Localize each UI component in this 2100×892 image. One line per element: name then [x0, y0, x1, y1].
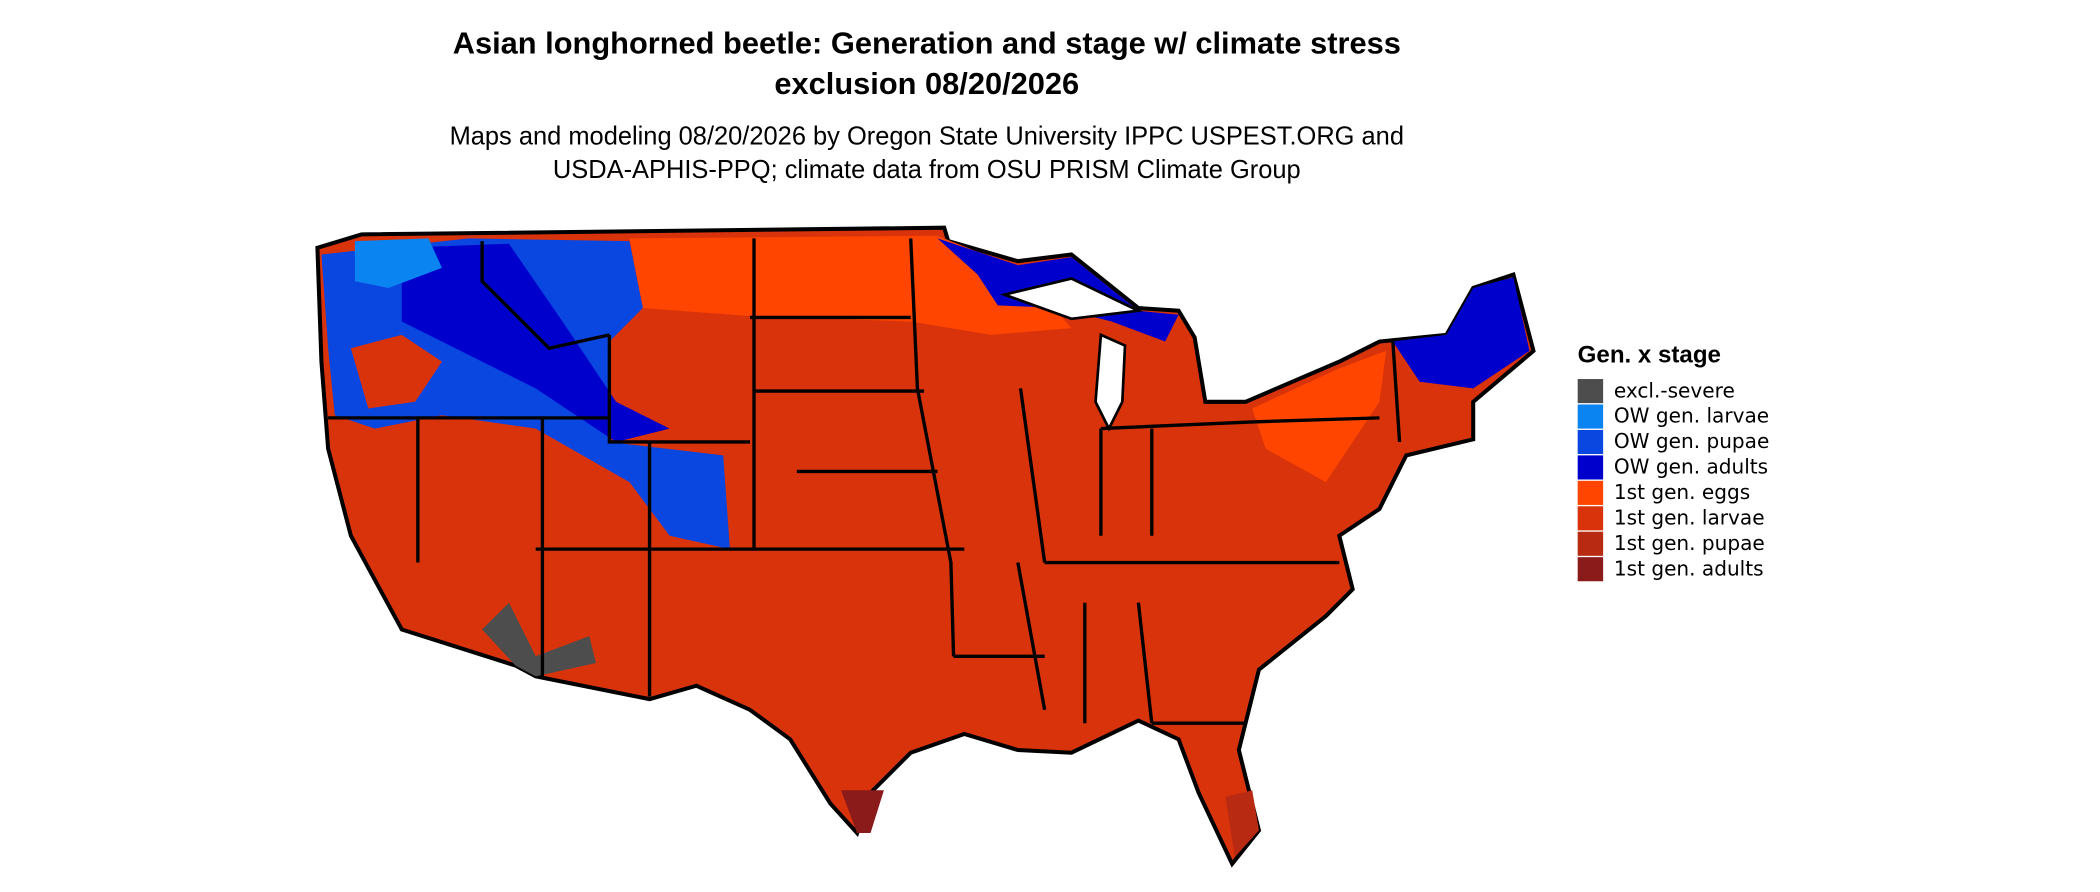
- lake: [999, 277, 1144, 321]
- legend-label: excl.-severe: [1614, 378, 1735, 402]
- legend-swatch: [1577, 429, 1604, 455]
- title-line: Asian longhorned beetle: Generation and …: [453, 26, 1401, 61]
- legend-label: 1st gen. adults: [1614, 556, 1764, 580]
- legend-swatch: [1577, 480, 1604, 505]
- legend-label: OW gen. larvae: [1614, 404, 1769, 428]
- region-eggs: [1252, 350, 1387, 483]
- legend-label: OW gen. adults: [1614, 455, 1768, 479]
- subtitle-line: USDA-APHIS-PPQ; climate data from OSU PR…: [553, 156, 1301, 184]
- legend-swatch: [1577, 557, 1604, 582]
- region-excl: [482, 602, 596, 677]
- lake: [1094, 332, 1127, 432]
- region-larvae: [350, 334, 442, 409]
- legend-label: 1st gen. eggs: [1614, 480, 1750, 504]
- us-land: [315, 225, 1536, 868]
- legend-swatch: [1577, 379, 1604, 404]
- region-ow-adults: [401, 243, 670, 442]
- legend-label: OW gen. pupae: [1614, 429, 1770, 453]
- region-pupae: [1225, 790, 1259, 858]
- us-map: [315, 225, 1536, 868]
- legend-swatch: [1577, 455, 1604, 480]
- region-ow-adults: [1392, 277, 1530, 389]
- region-ow-larvae: [354, 238, 442, 288]
- state-borders: [328, 238, 1402, 725]
- title: Asian longhorned beetle: Generation and …: [450, 26, 1404, 184]
- legend-swatch: [1577, 404, 1604, 429]
- legend-swatch: [1577, 531, 1604, 556]
- legend-swatch: [1577, 506, 1604, 531]
- subtitle-line: Maps and modeling 08/20/2026 by Oregon S…: [450, 123, 1404, 151]
- region-adults: [841, 790, 884, 834]
- legend-label: 1st gen. pupae: [1614, 531, 1765, 555]
- region-eggs: [629, 235, 1072, 335]
- title-line: exclusion 08/20/2026: [774, 66, 1079, 101]
- legend-label: 1st gen. larvae: [1614, 505, 1765, 529]
- legend-title: Gen. x stage: [1578, 342, 1721, 369]
